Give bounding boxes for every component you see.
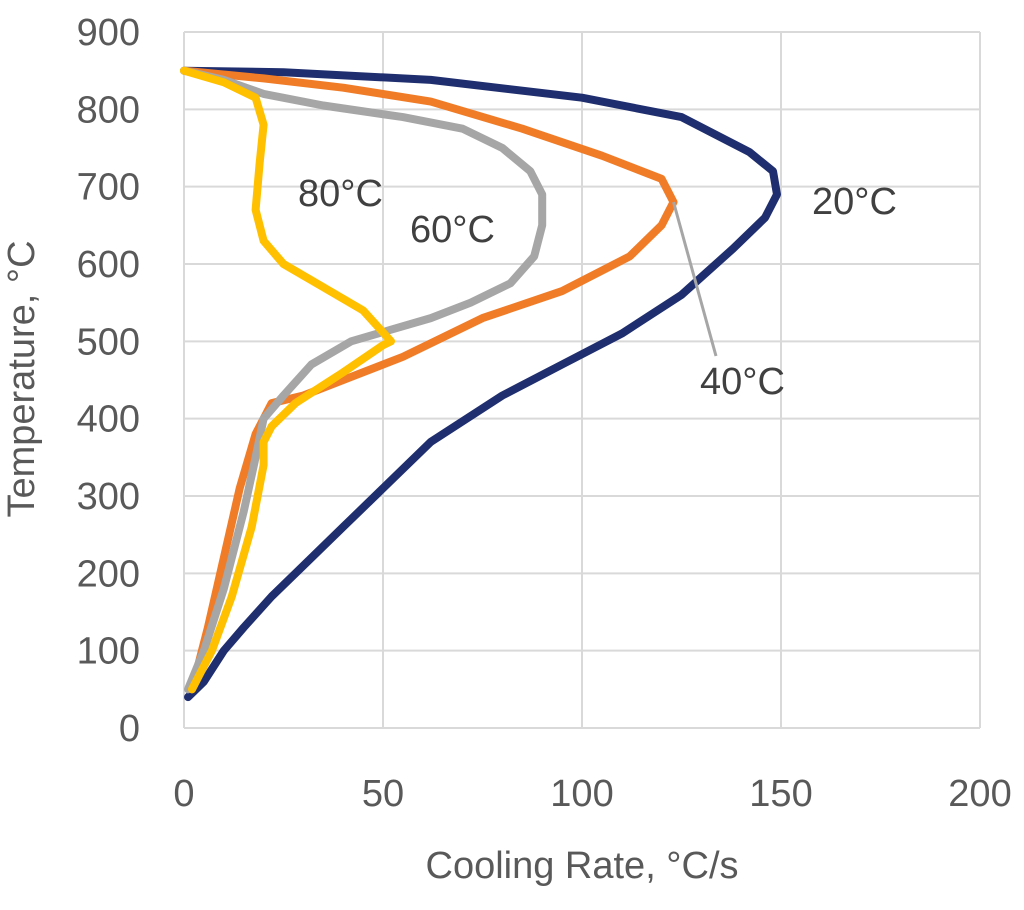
grid [183,31,981,729]
series-label-20c: 20°C [812,181,897,223]
y-tick-label-300: 300 [77,476,140,518]
y-tick-label-900: 900 [77,12,140,54]
series-line-80c [180,66,395,694]
series-lines [180,66,781,702]
x-axis-title: Cooling Rate, °C/s [426,845,739,887]
annotation-connectors [672,201,718,357]
y-tick-label-400: 400 [77,399,140,441]
series-line-40c [180,66,678,694]
series-line-20c [180,66,781,702]
x-tick-label-100: 100 [550,773,613,815]
series-label-60c: 60°C [410,209,495,251]
y-tick-label-100: 100 [77,631,140,673]
leader-line-40c [672,201,718,357]
y-tick-label-600: 600 [77,244,140,286]
y-axis-title: Temperature, °C [1,240,43,517]
x-tick-label-50: 50 [362,773,404,815]
y-tick-label-800: 800 [77,89,140,131]
y-tick-label-500: 500 [77,321,140,363]
tick-labels: 0 100 200 300 400 500 600 700 800 900 0 50 100 150 200 [77,12,1012,815]
y-tick-label-700: 700 [77,167,140,209]
x-tick-label-150: 150 [749,773,812,815]
series-line-60c [180,66,547,694]
y-tick-label-0: 0 [119,708,140,750]
series-label-80c: 80°C [298,173,383,215]
x-tick-label-0: 0 [173,773,194,815]
series-label-40c: 40°C [700,361,785,403]
x-tick-label-200: 200 [948,773,1011,815]
y-tick-label-200: 200 [77,553,140,595]
